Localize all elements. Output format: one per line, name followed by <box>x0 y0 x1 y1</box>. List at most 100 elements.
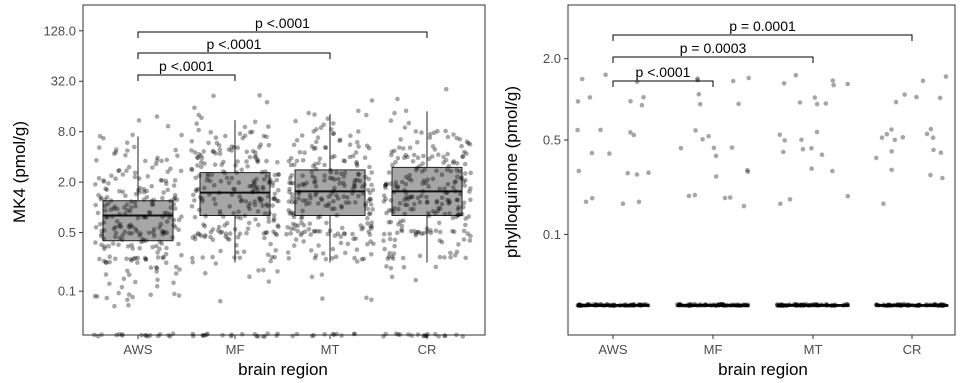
mk4-data-point <box>145 334 151 339</box>
mk4-data-point <box>194 188 199 194</box>
mk4-data-point <box>393 180 399 185</box>
phylloquinone-data-point <box>604 302 609 308</box>
mk4-data-point <box>120 172 126 177</box>
mk4-data-point <box>409 333 415 338</box>
mk4-data-point <box>254 158 260 164</box>
phylloquinone-data-point <box>688 302 693 307</box>
phylloquinone-data-point <box>593 302 599 308</box>
mk4-data-point <box>450 215 456 221</box>
phylloquinone-data-point <box>576 302 582 308</box>
mk4-data-point <box>352 177 358 183</box>
mk4-data-point <box>465 231 471 236</box>
phylloquinone-data-point <box>720 302 726 307</box>
mk4-data-point <box>235 234 241 240</box>
phylloquinone-data-point <box>913 303 919 308</box>
mk4-data-point <box>383 182 388 188</box>
mk4-data-point <box>260 184 266 190</box>
phylloquinone-data-point <box>892 302 897 308</box>
phylloquinone-data-point <box>936 303 941 308</box>
mk4-data-point <box>272 196 277 202</box>
mk4-data-point <box>172 291 177 297</box>
mk4-data-point <box>291 142 297 148</box>
mk4-data-point <box>363 203 368 208</box>
mk4-data-point <box>286 208 292 213</box>
mk4-data-point <box>456 242 461 247</box>
mk4-data-point <box>289 192 295 197</box>
mk4-data-point <box>296 196 301 201</box>
phylloquinone-data-point <box>715 302 721 308</box>
mk4-data-point <box>264 173 270 179</box>
mk4-data-point <box>276 172 281 177</box>
mk4-data-point <box>327 175 333 181</box>
phylloquinone-data-point <box>637 302 643 308</box>
phylloquinone-data-point <box>928 126 934 132</box>
phylloquinone-data-point <box>577 302 582 308</box>
mk4-box-MF <box>199 120 271 263</box>
mk4-data-point <box>252 202 258 208</box>
mk4-data-point <box>211 93 216 99</box>
mk4-data-point <box>275 223 281 228</box>
mk4-data-point <box>401 264 407 270</box>
phylloquinone-data-point <box>598 302 604 308</box>
mk4-data-point <box>329 155 335 160</box>
mk4-data-point <box>129 205 134 210</box>
mk4-data-point <box>354 163 360 168</box>
mk4-data-point <box>333 254 339 259</box>
phylloquinone-data-point <box>639 302 644 308</box>
mk4-data-point <box>129 258 134 263</box>
mk4-data-point <box>311 333 316 338</box>
mk4-data-point <box>247 130 253 135</box>
mk4-data-point <box>257 196 262 201</box>
mk4-data-point <box>199 164 204 170</box>
mk4-data-point <box>197 207 202 213</box>
mk4-data-point <box>369 224 375 229</box>
phylloquinone-data-point <box>932 302 937 308</box>
phylloquinone-data-point <box>894 302 900 308</box>
mk4-data-point <box>164 245 169 251</box>
mk4-data-point <box>293 199 298 205</box>
mk4-data-point <box>176 241 181 247</box>
mk4-data-point <box>458 191 463 197</box>
phylloquinone-data-point <box>641 95 646 100</box>
mk4-data-point <box>332 177 337 182</box>
mk4-data-point <box>213 151 218 156</box>
mk4-data-point <box>352 180 357 186</box>
mk4-data-point <box>338 234 344 239</box>
mk4-data-point <box>360 225 366 230</box>
mk4-data-point <box>143 158 148 164</box>
phylloquinone-data-point <box>713 303 719 309</box>
mk4-data-point <box>430 176 436 182</box>
phylloquinone-data-point <box>732 302 737 308</box>
phylloquinone-data-point <box>933 302 938 308</box>
mk4-data-point <box>159 178 165 183</box>
mk4-data-point <box>253 154 259 159</box>
mk4-data-point <box>403 181 409 187</box>
phylloquinone-data-point <box>914 303 920 309</box>
phylloquinone-data-point <box>905 302 911 308</box>
mk4-data-point <box>98 196 104 202</box>
mk4-data-point <box>322 162 327 168</box>
mk4-data-point <box>192 150 198 155</box>
mk4-data-point <box>312 229 318 234</box>
phylloquinone-data-point <box>879 135 885 140</box>
mk4-data-point <box>189 166 194 172</box>
mk4-data-point <box>148 265 154 270</box>
phylloquinone-data-point <box>729 302 735 308</box>
mk4-data-point <box>164 210 170 216</box>
phylloquinone-data-point <box>725 302 730 308</box>
phylloquinone-data-point <box>917 302 922 307</box>
mk4-data-point <box>414 167 419 173</box>
mk4-data-point <box>160 195 165 201</box>
phylloquinone-data-point <box>729 145 735 150</box>
mk4-y-tick-label: 8.0 <box>58 124 76 139</box>
mk4-data-point <box>210 227 216 232</box>
mk4-y-tick-label: 0.1 <box>58 284 76 299</box>
mk4-data-point <box>219 229 225 235</box>
mk4-data-point <box>395 155 401 161</box>
phylloquinone-data-point <box>800 302 805 308</box>
mk4-data-point <box>251 179 257 184</box>
mk4-data-point <box>226 147 232 152</box>
mk4-data-point <box>103 208 108 213</box>
mk4-data-point <box>454 168 460 173</box>
mk4-data-point <box>203 213 208 219</box>
